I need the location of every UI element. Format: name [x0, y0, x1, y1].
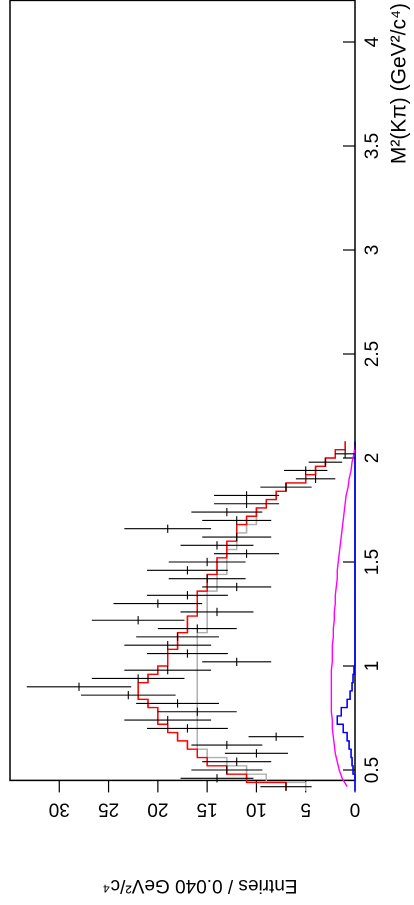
x-tick-label: 0.5 — [362, 757, 383, 783]
x-tick-label: 3.5 — [362, 133, 383, 159]
x-tick-label: 1 — [362, 661, 383, 672]
x-tick-label: 2 — [362, 453, 383, 464]
hist-connector — [196, 441, 346, 791]
y-tick-label: 10 — [246, 798, 267, 819]
y-tick-label: 5 — [300, 798, 311, 819]
hist-connector — [137, 441, 346, 791]
x-tick-label: 3 — [362, 245, 383, 256]
x-tick-label: 1.5 — [362, 549, 383, 575]
y-tick-label: 30 — [49, 798, 70, 819]
y-tick-label: 15 — [197, 798, 218, 819]
y-tick-label: 20 — [147, 798, 168, 819]
rotated-plot: Entries / 0.040 GeV²/c⁴ M²(Kπ) (GeV²/c⁴)… — [9, 0, 411, 896]
x-tick-label: 4 — [362, 36, 383, 47]
y-axis-title: Entries / 0.040 GeV²/c⁴ — [102, 875, 297, 896]
x-tick-label: 2.5 — [362, 341, 383, 367]
fit-curve — [330, 445, 356, 787]
y-tick-label: 25 — [98, 798, 119, 819]
x-axis-title: M²(Kπ) (GeV²/c⁴) — [388, 3, 411, 164]
y-tick-label: 0 — [350, 798, 361, 819]
hist-connector — [336, 441, 356, 791]
plot-frame — [9, 0, 356, 782]
